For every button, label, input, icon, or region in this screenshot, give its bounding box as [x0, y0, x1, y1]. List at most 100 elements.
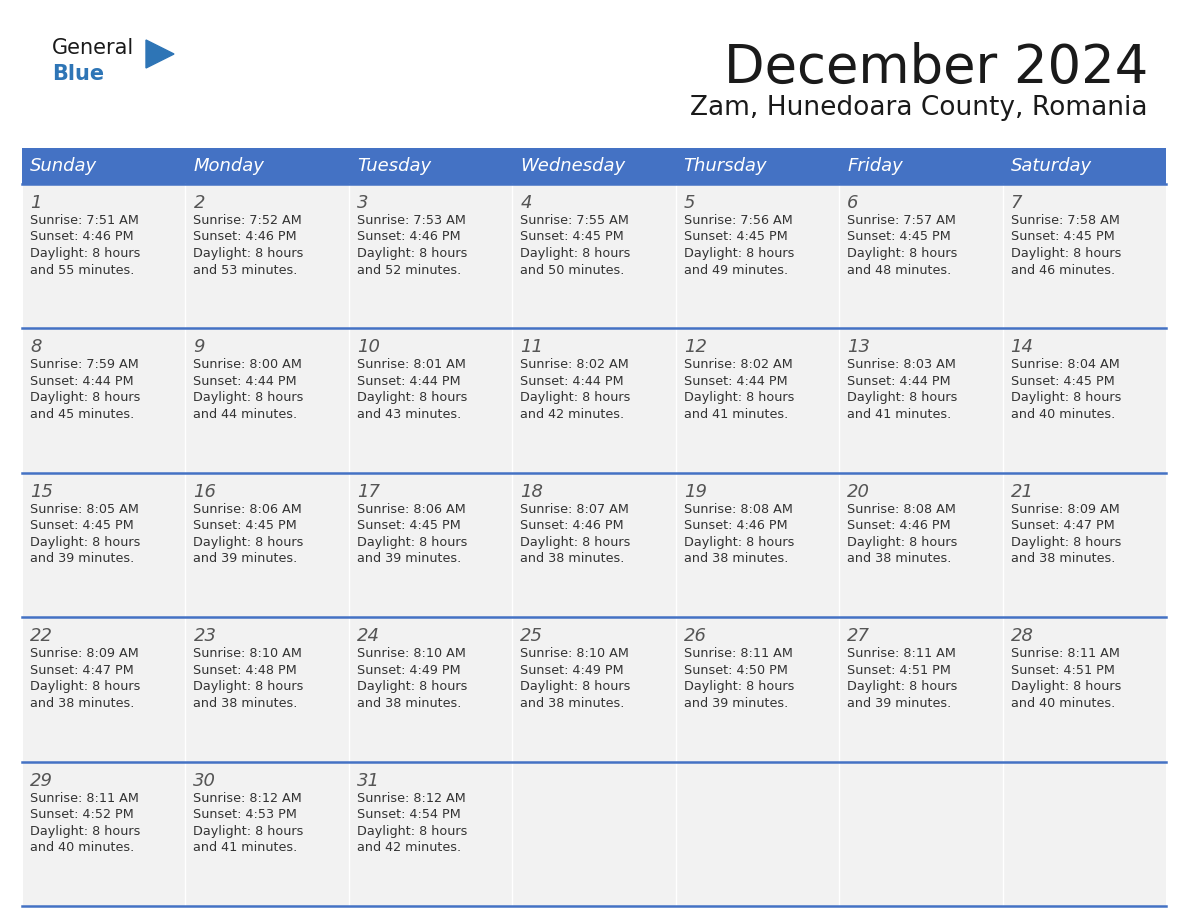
- Text: 21: 21: [1011, 483, 1034, 501]
- Text: Sunrise: 8:06 AM: Sunrise: 8:06 AM: [356, 503, 466, 516]
- Text: 14: 14: [1011, 339, 1034, 356]
- Text: Daylight: 8 hours: Daylight: 8 hours: [520, 680, 631, 693]
- Text: Wednesday: Wednesday: [520, 157, 625, 175]
- Bar: [23, 473, 185, 617]
- Text: Sunrise: 7:55 AM: Sunrise: 7:55 AM: [520, 214, 630, 227]
- Text: Daylight: 8 hours: Daylight: 8 hours: [30, 391, 140, 405]
- Text: and 38 minutes.: and 38 minutes.: [30, 697, 134, 710]
- Text: 10: 10: [356, 339, 380, 356]
- Text: Daylight: 8 hours: Daylight: 8 hours: [356, 247, 467, 260]
- Bar: [512, 473, 676, 617]
- Bar: [676, 184, 839, 329]
- Bar: [1003, 617, 1165, 762]
- Text: and 41 minutes.: and 41 minutes.: [684, 408, 788, 420]
- Text: 24: 24: [356, 627, 380, 645]
- Text: Sunset: 4:45 PM: Sunset: 4:45 PM: [684, 230, 788, 243]
- Text: Sunrise: 8:02 AM: Sunrise: 8:02 AM: [520, 358, 628, 372]
- Text: and 39 minutes.: and 39 minutes.: [356, 553, 461, 565]
- Bar: [512, 762, 676, 906]
- Text: 19: 19: [684, 483, 707, 501]
- Text: and 41 minutes.: and 41 minutes.: [847, 408, 952, 420]
- Text: Sunrise: 8:03 AM: Sunrise: 8:03 AM: [847, 358, 956, 372]
- Text: Sunset: 4:52 PM: Sunset: 4:52 PM: [30, 808, 134, 821]
- Bar: [185, 617, 349, 762]
- Text: Sunrise: 8:01 AM: Sunrise: 8:01 AM: [356, 358, 466, 372]
- Bar: [1003, 762, 1165, 906]
- Text: Blue: Blue: [52, 64, 105, 84]
- Text: and 38 minutes.: and 38 minutes.: [1011, 553, 1116, 565]
- Text: and 40 minutes.: and 40 minutes.: [1011, 697, 1114, 710]
- Bar: [23, 329, 185, 473]
- Bar: [1003, 184, 1165, 329]
- Text: Sunrise: 7:52 AM: Sunrise: 7:52 AM: [194, 214, 302, 227]
- Text: Daylight: 8 hours: Daylight: 8 hours: [847, 247, 958, 260]
- Bar: [839, 617, 1003, 762]
- Text: Sunrise: 7:58 AM: Sunrise: 7:58 AM: [1011, 214, 1119, 227]
- Text: 27: 27: [847, 627, 870, 645]
- Bar: [23, 762, 185, 906]
- Text: 7: 7: [1011, 194, 1022, 212]
- Bar: [676, 329, 839, 473]
- Text: 20: 20: [847, 483, 870, 501]
- Bar: [676, 473, 839, 617]
- Bar: [512, 329, 676, 473]
- Text: Sunset: 4:54 PM: Sunset: 4:54 PM: [356, 808, 461, 821]
- Text: and 42 minutes.: and 42 minutes.: [520, 408, 625, 420]
- Text: Sunset: 4:45 PM: Sunset: 4:45 PM: [520, 230, 624, 243]
- Text: 5: 5: [684, 194, 695, 212]
- Text: 15: 15: [30, 483, 53, 501]
- Text: and 40 minutes.: and 40 minutes.: [1011, 408, 1114, 420]
- Bar: [185, 762, 349, 906]
- Text: Monday: Monday: [194, 157, 264, 175]
- Text: 12: 12: [684, 339, 707, 356]
- Text: 23: 23: [194, 627, 216, 645]
- Text: Sunrise: 8:09 AM: Sunrise: 8:09 AM: [1011, 503, 1119, 516]
- Text: Sunrise: 8:10 AM: Sunrise: 8:10 AM: [356, 647, 466, 660]
- Text: Daylight: 8 hours: Daylight: 8 hours: [684, 391, 794, 405]
- Text: and 52 minutes.: and 52 minutes.: [356, 263, 461, 276]
- Text: Sunrise: 7:56 AM: Sunrise: 7:56 AM: [684, 214, 792, 227]
- Text: and 46 minutes.: and 46 minutes.: [1011, 263, 1114, 276]
- Text: Sunrise: 8:12 AM: Sunrise: 8:12 AM: [194, 791, 302, 804]
- Text: 25: 25: [520, 627, 543, 645]
- Text: Thursday: Thursday: [684, 157, 767, 175]
- Text: Daylight: 8 hours: Daylight: 8 hours: [30, 680, 140, 693]
- Text: Sunrise: 8:10 AM: Sunrise: 8:10 AM: [520, 647, 630, 660]
- Text: 6: 6: [847, 194, 859, 212]
- Text: Zam, Hunedoara County, Romania: Zam, Hunedoara County, Romania: [690, 95, 1148, 121]
- Text: Sunset: 4:45 PM: Sunset: 4:45 PM: [356, 520, 461, 532]
- Bar: [676, 762, 839, 906]
- Text: 8: 8: [30, 339, 42, 356]
- Text: and 38 minutes.: and 38 minutes.: [847, 553, 952, 565]
- Text: Sunset: 4:49 PM: Sunset: 4:49 PM: [520, 664, 624, 677]
- Text: Saturday: Saturday: [1011, 157, 1092, 175]
- Text: Daylight: 8 hours: Daylight: 8 hours: [520, 536, 631, 549]
- Text: Daylight: 8 hours: Daylight: 8 hours: [520, 391, 631, 405]
- Text: Sunrise: 8:08 AM: Sunrise: 8:08 AM: [684, 503, 792, 516]
- Text: 11: 11: [520, 339, 543, 356]
- Text: Sunrise: 8:11 AM: Sunrise: 8:11 AM: [847, 647, 956, 660]
- Text: Sunset: 4:44 PM: Sunset: 4:44 PM: [847, 375, 950, 388]
- Bar: [349, 762, 512, 906]
- Text: Sunday: Sunday: [30, 157, 97, 175]
- Text: Sunset: 4:45 PM: Sunset: 4:45 PM: [1011, 375, 1114, 388]
- Text: and 38 minutes.: and 38 minutes.: [520, 697, 625, 710]
- Text: Daylight: 8 hours: Daylight: 8 hours: [520, 247, 631, 260]
- Text: and 40 minutes.: and 40 minutes.: [30, 841, 134, 854]
- Bar: [349, 329, 512, 473]
- Text: Daylight: 8 hours: Daylight: 8 hours: [194, 391, 304, 405]
- Text: Sunset: 4:44 PM: Sunset: 4:44 PM: [194, 375, 297, 388]
- Text: Sunrise: 8:02 AM: Sunrise: 8:02 AM: [684, 358, 792, 372]
- Text: Daylight: 8 hours: Daylight: 8 hours: [30, 824, 140, 837]
- Text: Sunset: 4:51 PM: Sunset: 4:51 PM: [1011, 664, 1114, 677]
- Text: Friday: Friday: [847, 157, 903, 175]
- Text: Sunset: 4:49 PM: Sunset: 4:49 PM: [356, 664, 461, 677]
- Bar: [23, 148, 1165, 184]
- Text: 31: 31: [356, 772, 380, 789]
- Bar: [185, 329, 349, 473]
- Text: Sunrise: 8:11 AM: Sunrise: 8:11 AM: [30, 791, 139, 804]
- Text: and 50 minutes.: and 50 minutes.: [520, 263, 625, 276]
- Bar: [349, 617, 512, 762]
- Text: Daylight: 8 hours: Daylight: 8 hours: [847, 391, 958, 405]
- Text: and 45 minutes.: and 45 minutes.: [30, 408, 134, 420]
